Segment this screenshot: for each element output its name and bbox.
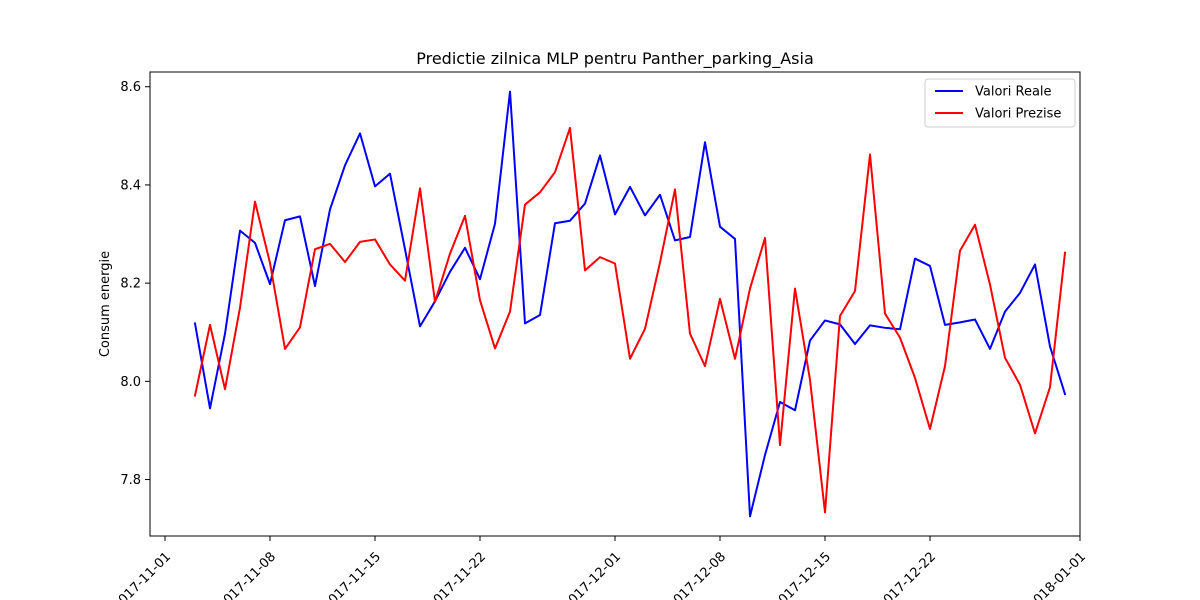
series-layer: [193, 90, 1067, 518]
y-axis: 7.8 8.0 8.2 8.4 8.6: [120, 80, 150, 488]
legend-label-1: Valori Prezise: [975, 107, 1061, 122]
y-axis-title: Consum energie: [98, 251, 113, 357]
legend: Valori Reale Valori Prezise: [924, 78, 1076, 128]
y-tick-label-3: 8.4: [120, 178, 141, 193]
y-tick-label-4: 8.6: [120, 80, 141, 95]
chart-title: Predictie zilnica MLP pentru Panther_par…: [416, 49, 814, 69]
y-tick-label-2: 8.2: [120, 277, 141, 292]
y-tick-label-1: 8.0: [120, 375, 141, 390]
y-tick-label-0: 7.8: [120, 473, 141, 488]
legend-label-0: Valori Reale: [975, 85, 1052, 100]
